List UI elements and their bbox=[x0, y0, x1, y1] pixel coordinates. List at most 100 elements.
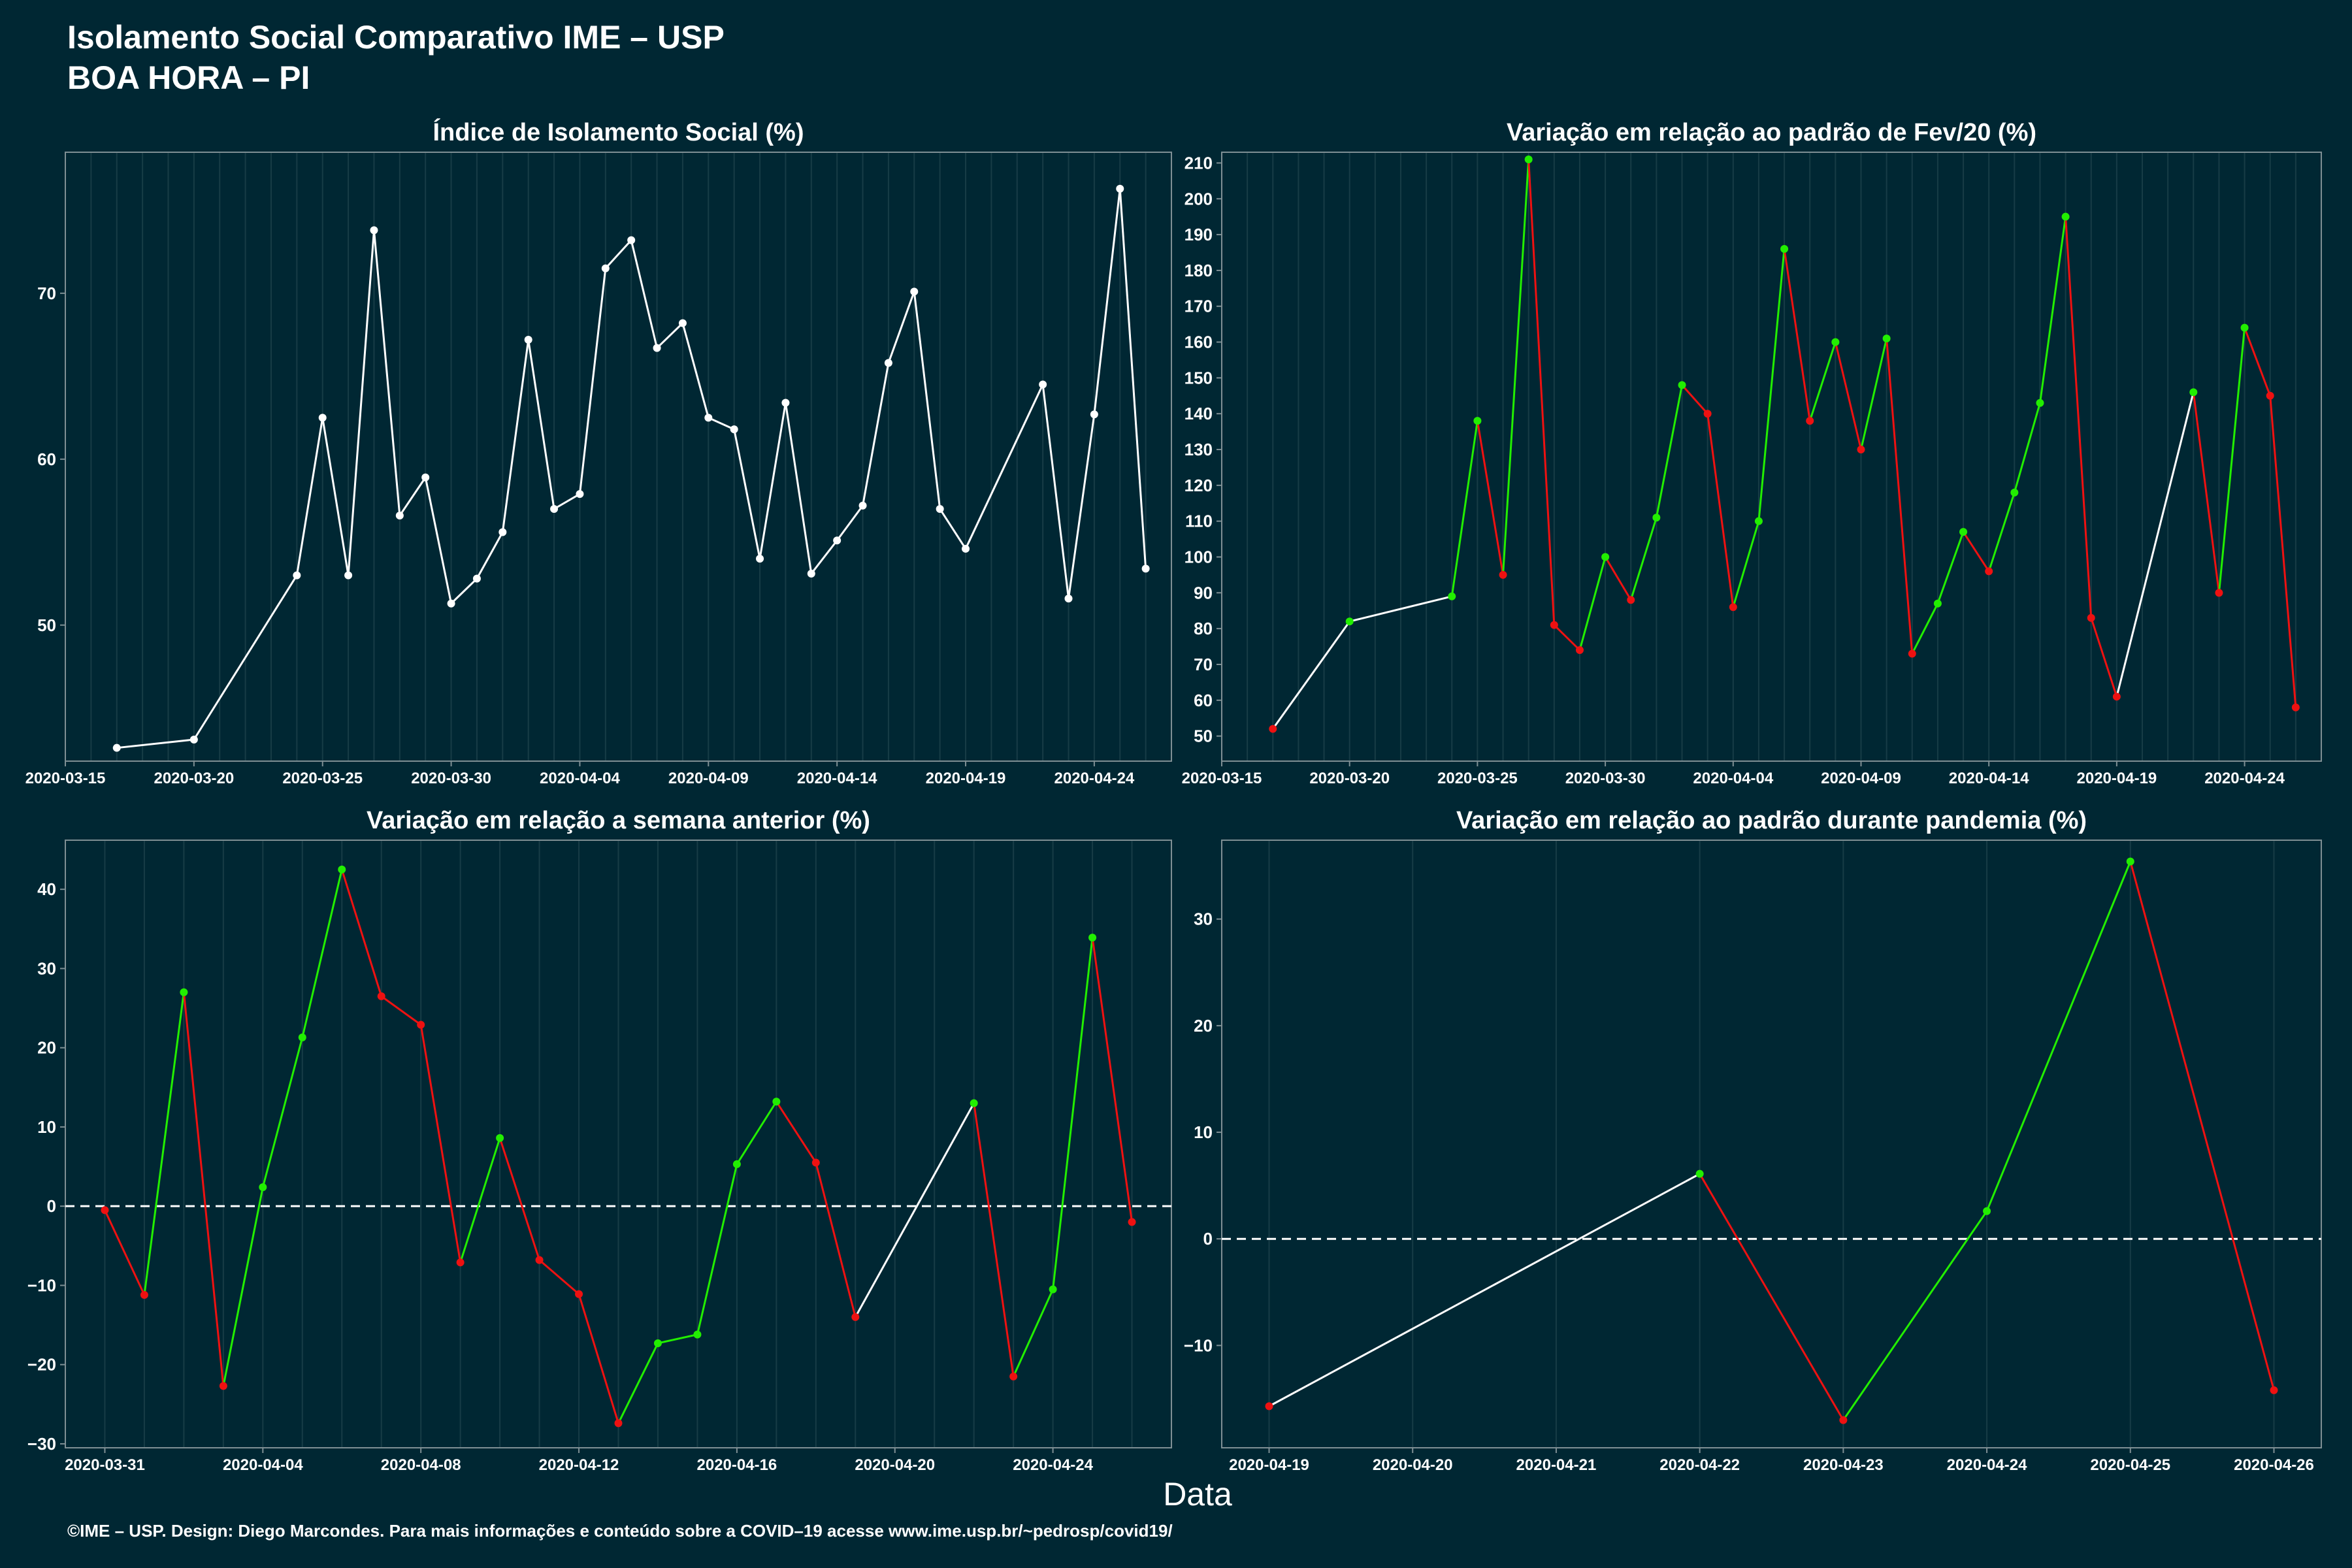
data-point bbox=[370, 226, 378, 235]
data-point bbox=[293, 571, 301, 580]
series-segment bbox=[1834, 342, 1862, 450]
data-point bbox=[1780, 245, 1789, 253]
data-point bbox=[535, 1256, 544, 1264]
series-segment bbox=[1041, 384, 1070, 599]
data-point bbox=[1806, 417, 1814, 425]
data-point bbox=[140, 1290, 148, 1299]
data-point bbox=[219, 1382, 227, 1390]
data-point bbox=[811, 1158, 820, 1167]
data-point bbox=[447, 599, 455, 608]
series-segment bbox=[1068, 414, 1096, 599]
x-tick-label: 2020-04-23 bbox=[1803, 1456, 1884, 1474]
data-point bbox=[2270, 1386, 2278, 1394]
data-point bbox=[781, 399, 790, 407]
series-segment bbox=[630, 240, 659, 349]
data-point bbox=[2112, 693, 2121, 701]
y-tick-label: 140 bbox=[1184, 404, 1213, 423]
data-point bbox=[318, 414, 327, 422]
data-point bbox=[1265, 1402, 1273, 1411]
y-tick-label: 30 bbox=[37, 958, 56, 978]
series-segment bbox=[2217, 327, 2246, 593]
series-segment bbox=[2244, 327, 2272, 397]
y-tick-label: 70 bbox=[37, 284, 56, 303]
data-point bbox=[338, 865, 346, 874]
series-segment bbox=[708, 416, 735, 431]
y-tick-label: 0 bbox=[47, 1196, 56, 1216]
y-tick-label: 150 bbox=[1184, 368, 1213, 387]
x-tick-label: 2020-03-15 bbox=[1182, 770, 1262, 787]
series-segment bbox=[424, 477, 453, 604]
y-tick-label: 50 bbox=[37, 615, 56, 635]
series-segment bbox=[815, 1162, 857, 1318]
data-point bbox=[1345, 617, 1354, 626]
data-point bbox=[576, 490, 584, 498]
data-point bbox=[756, 555, 764, 563]
x-tick-label: 2020-04-08 bbox=[381, 1456, 461, 1474]
x-tick-label: 2020-04-22 bbox=[1659, 1456, 1740, 1474]
series-segment bbox=[1268, 1173, 1701, 1407]
series-segment bbox=[2065, 216, 2093, 618]
series-segment bbox=[1911, 603, 1939, 655]
data-point bbox=[180, 988, 188, 996]
y-tick-label: 60 bbox=[37, 449, 56, 469]
data-point bbox=[704, 414, 713, 422]
y-tick-label: 110 bbox=[1185, 512, 1213, 531]
data-point bbox=[1983, 1207, 1991, 1215]
x-tick-label: 2020-04-24 bbox=[1947, 1456, 2027, 1474]
data-point bbox=[1575, 646, 1584, 655]
series-segment bbox=[399, 476, 427, 516]
series-segment bbox=[1450, 420, 1478, 597]
panel-title: Variação em relação ao padrão durante pa… bbox=[1456, 807, 2087, 834]
series-segment bbox=[696, 1164, 738, 1335]
y-tick-label: 70 bbox=[1194, 655, 1213, 674]
data-point bbox=[2010, 488, 2019, 497]
series-segment bbox=[1681, 384, 1708, 415]
data-point bbox=[1703, 410, 1712, 418]
y-tick-label: 30 bbox=[1194, 909, 1213, 929]
x-tick-label: 2020-03-25 bbox=[1437, 770, 1518, 787]
x-tick-label: 2020-04-16 bbox=[697, 1456, 777, 1474]
series-segment bbox=[340, 869, 383, 997]
data-point bbox=[970, 1099, 978, 1107]
data-point bbox=[936, 504, 944, 513]
data-point bbox=[1985, 567, 1993, 576]
data-point bbox=[1601, 553, 1610, 561]
data-point bbox=[1009, 1372, 1018, 1380]
series-segment bbox=[1553, 624, 1581, 651]
y-tick-label: 210 bbox=[1184, 153, 1213, 172]
series-segment bbox=[1655, 385, 1683, 518]
series-segment bbox=[1962, 531, 1990, 572]
series-segment bbox=[854, 1102, 975, 1318]
series-segment bbox=[759, 402, 787, 559]
series-segment bbox=[736, 1101, 777, 1165]
y-tick-label: 40 bbox=[37, 879, 56, 899]
series-segment bbox=[1272, 621, 1350, 730]
panel-fev20: Variação em relação ao padrão de Fev/20 … bbox=[1182, 119, 2322, 787]
data-point bbox=[1499, 570, 1507, 579]
data-point bbox=[377, 992, 385, 1000]
data-point bbox=[1524, 155, 1533, 163]
series-segment bbox=[1886, 338, 1914, 654]
series-segment bbox=[193, 574, 298, 740]
series-segment bbox=[617, 1343, 659, 1424]
data-point bbox=[1269, 725, 1277, 733]
series-segment bbox=[1119, 188, 1147, 569]
series-segment bbox=[2269, 395, 2297, 708]
y-tick-label: −10 bbox=[27, 1275, 56, 1295]
series-segment bbox=[1783, 248, 1811, 421]
series-segment bbox=[1699, 1173, 1844, 1421]
x-tick-label: 2020-04-19 bbox=[1229, 1456, 1309, 1474]
series-segment bbox=[681, 323, 710, 418]
x-tick-label: 2020-04-24 bbox=[1054, 770, 1135, 787]
series-segment bbox=[604, 239, 632, 269]
data-point bbox=[910, 287, 919, 296]
series-segment bbox=[776, 1101, 817, 1164]
x-tick-label: 2020-03-31 bbox=[65, 1456, 145, 1474]
series-segment bbox=[143, 992, 185, 1296]
y-tick-label: 120 bbox=[1184, 476, 1213, 495]
data-point bbox=[524, 335, 532, 344]
series-segment bbox=[498, 1137, 540, 1261]
y-tick-label: −10 bbox=[1184, 1335, 1213, 1355]
panel-border bbox=[1221, 840, 2322, 1448]
